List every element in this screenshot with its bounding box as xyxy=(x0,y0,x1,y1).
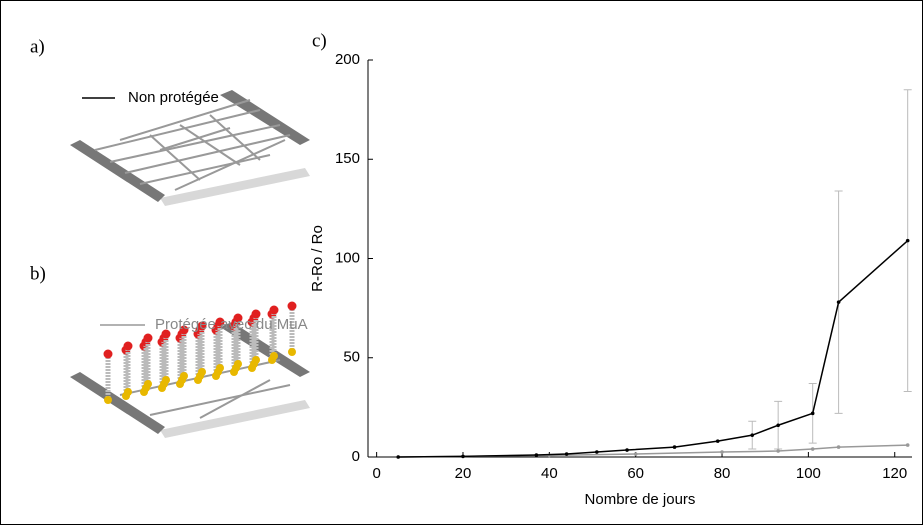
x-tick-label: 0 xyxy=(372,465,380,482)
series-line xyxy=(398,240,909,458)
y-tick-label: 50 xyxy=(343,349,360,366)
point xyxy=(905,443,910,447)
point xyxy=(836,300,841,304)
point xyxy=(776,423,780,428)
y-tick-label: 0 xyxy=(352,448,360,465)
point xyxy=(595,450,599,454)
molecule-anchor xyxy=(234,360,242,368)
point xyxy=(396,455,401,459)
molecule-anchor xyxy=(144,380,152,388)
point xyxy=(776,449,780,453)
y-axis-label: R-Ro / Ro xyxy=(309,225,326,292)
molecule-head xyxy=(251,309,261,319)
panel-label: c) xyxy=(312,30,327,51)
x-tick-label: 60 xyxy=(627,465,644,482)
x-tick-label: 20 xyxy=(455,465,472,482)
point xyxy=(672,445,677,449)
molecule-anchor xyxy=(124,388,132,396)
molecule-anchor xyxy=(162,376,170,384)
x-axis-label: Nombre de jours xyxy=(585,491,696,508)
molecule-head xyxy=(161,329,171,339)
point xyxy=(750,433,755,437)
point xyxy=(534,453,539,457)
legend-label: Protégée avec du MuA xyxy=(155,316,308,333)
molecule-head xyxy=(103,349,113,359)
molecule-head xyxy=(123,341,133,351)
molecule-anchor xyxy=(198,368,206,376)
molecule-head xyxy=(215,317,225,327)
molecule-anchor xyxy=(216,364,224,372)
y-tick-label: 200 xyxy=(335,51,360,68)
molecule-head xyxy=(269,305,279,315)
molecule-head xyxy=(287,301,297,311)
series-line xyxy=(398,444,908,458)
y-tick-label: 100 xyxy=(335,249,360,266)
point xyxy=(810,411,815,416)
point xyxy=(633,452,638,456)
x-tick-label: 80 xyxy=(714,465,731,482)
molecule-anchor xyxy=(252,356,260,364)
point xyxy=(905,238,910,243)
molecule-anchor xyxy=(270,352,278,360)
legend-label: Non protégée xyxy=(128,89,219,106)
point xyxy=(564,452,569,456)
molecule-anchor xyxy=(104,396,112,404)
panel-label: a) xyxy=(30,36,45,57)
point xyxy=(720,450,724,454)
molecule-head xyxy=(179,325,189,335)
x-tick-label: 120 xyxy=(882,465,907,482)
point xyxy=(715,439,720,443)
panel-label: b) xyxy=(30,263,46,284)
illustration-b xyxy=(70,301,310,438)
point xyxy=(810,447,815,451)
molecule-head xyxy=(143,333,153,343)
molecule-head xyxy=(197,321,207,331)
molecule-anchor xyxy=(288,348,296,356)
point xyxy=(625,448,629,452)
point xyxy=(461,454,465,459)
x-tick-label: 100 xyxy=(796,465,821,482)
illustration-a xyxy=(70,90,310,206)
x-tick-label: 40 xyxy=(541,465,558,482)
y-tick-label: 150 xyxy=(335,150,360,167)
molecule-head xyxy=(233,313,243,323)
point xyxy=(836,445,841,449)
molecule-anchor xyxy=(180,372,188,380)
